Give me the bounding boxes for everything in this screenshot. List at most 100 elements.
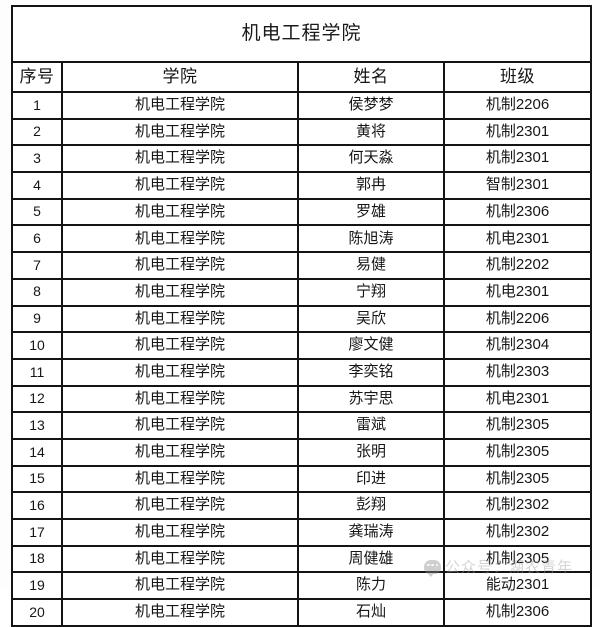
cell-college: 机电工程学院 (61, 171, 299, 200)
cell-name: 陈力 (297, 571, 445, 601)
cell-college: 机电工程学院 (61, 144, 299, 174)
cell-name: 周健雄 (297, 544, 445, 574)
cell-class: 智制2301 (442, 171, 593, 200)
cell-class: 机制2301 (442, 144, 593, 174)
cell-name: 侯梦梦 (297, 91, 445, 120)
table-title-row: 机电工程学院 (10, 5, 593, 63)
cell-index: 10 (11, 331, 63, 360)
cell-index: 9 (11, 304, 63, 334)
table-row: 14 机电工程学院 张明 机制2305 (11, 437, 593, 467)
cell-index: 14 (11, 437, 63, 467)
cell-class: 机制2301 (442, 117, 593, 147)
table-row: 19 机电工程学院 陈力 能动2301 (11, 571, 593, 601)
document-page: 机电工程学院 序号 学院 姓名 班级 1 机电工程学院 侯梦梦 机制2206 2… (10, 5, 593, 627)
cell-class: 机电2301 (442, 384, 593, 414)
cell-college: 机电工程学院 (61, 598, 299, 627)
cell-class: 机制2305 (442, 437, 593, 467)
cell-name: 张明 (297, 437, 445, 467)
cell-college: 机电工程学院 (61, 464, 299, 494)
cell-college: 机电工程学院 (61, 117, 299, 147)
table-row: 11 机电工程学院 李奕铭 机制2303 (11, 357, 593, 387)
cell-index: 11 (11, 357, 63, 387)
cell-class: 机制2305 (442, 544, 593, 574)
cell-college: 机电工程学院 (61, 331, 299, 360)
table-row: 12 机电工程学院 苏宇思 机电2301 (11, 384, 593, 414)
cell-college: 机电工程学院 (61, 277, 299, 307)
table-row: 3 机电工程学院 何天淼 机制2301 (11, 144, 593, 174)
cell-college: 机电工程学院 (61, 224, 299, 254)
cell-class: 机制2306 (442, 598, 593, 627)
roster-table: 机电工程学院 序号 学院 姓名 班级 1 机电工程学院 侯梦梦 机制2206 2… (10, 5, 593, 627)
column-header-index: 序号 (11, 61, 63, 93)
cell-college: 机电工程学院 (61, 304, 299, 334)
column-header-class: 班级 (442, 61, 593, 93)
table-row: 5 机电工程学院 罗雄 机制2306 (11, 197, 593, 227)
cell-name: 郭冉 (297, 171, 445, 200)
cell-college: 机电工程学院 (61, 197, 299, 227)
page-title: 机电工程学院 (10, 5, 593, 63)
cell-class: 能动2301 (442, 571, 593, 601)
table-row: 18 机电工程学院 周健雄 机制2305 (11, 544, 593, 574)
cell-college: 机电工程学院 (61, 571, 299, 601)
cell-name: 李奕铭 (297, 357, 445, 387)
cell-name: 宁翔 (297, 277, 445, 307)
cell-class: 机制2302 (442, 491, 593, 520)
cell-college: 机电工程学院 (61, 384, 299, 414)
cell-college: 机电工程学院 (61, 491, 299, 520)
cell-index: 3 (11, 144, 63, 174)
cell-college: 机电工程学院 (61, 437, 299, 467)
cell-class: 机制2306 (442, 197, 593, 227)
cell-index: 5 (11, 197, 63, 227)
table-row: 17 机电工程学院 龚瑞涛 机制2302 (11, 518, 593, 547)
cell-name: 廖文健 (297, 331, 445, 360)
cell-name: 龚瑞涛 (297, 518, 445, 547)
cell-index: 15 (11, 464, 63, 494)
cell-class: 机制2302 (442, 518, 593, 547)
cell-college: 机电工程学院 (61, 357, 299, 387)
cell-index: 19 (11, 571, 63, 601)
cell-index: 6 (11, 224, 63, 254)
table-row: 8 机电工程学院 宁翔 机电2301 (11, 277, 593, 307)
cell-name: 吴欣 (297, 304, 445, 334)
cell-index: 1 (11, 91, 63, 120)
cell-college: 机电工程学院 (61, 91, 299, 120)
table-row: 16 机电工程学院 彭翔 机制2302 (11, 491, 593, 520)
cell-index: 16 (11, 491, 63, 520)
cell-name: 黄将 (297, 117, 445, 147)
cell-college: 机电工程学院 (61, 251, 299, 280)
cell-class: 机电2301 (442, 224, 593, 254)
cell-college: 机电工程学院 (61, 518, 299, 547)
table-header-row: 序号 学院 姓名 班级 (11, 61, 593, 93)
cell-class: 机制2303 (442, 357, 593, 387)
cell-college: 机电工程学院 (61, 411, 299, 440)
cell-class: 机制2305 (442, 464, 593, 494)
table-row: 1 机电工程学院 侯梦梦 机制2206 (11, 91, 593, 120)
cell-name: 苏宇思 (297, 384, 445, 414)
cell-index: 8 (11, 277, 63, 307)
cell-index: 7 (11, 251, 63, 280)
table-row: 2 机电工程学院 黄将 机制2301 (11, 117, 593, 147)
cell-index: 20 (11, 598, 63, 627)
cell-class: 机制2304 (442, 331, 593, 360)
cell-class: 机电2301 (442, 277, 593, 307)
cell-index: 12 (11, 384, 63, 414)
cell-index: 2 (11, 117, 63, 147)
cell-name: 何天淼 (297, 144, 445, 174)
cell-name: 雷斌 (297, 411, 445, 440)
cell-name: 印进 (297, 464, 445, 494)
table-row: 13 机电工程学院 雷斌 机制2305 (11, 411, 593, 440)
table-row: 9 机电工程学院 吴欣 机制2206 (11, 304, 593, 334)
cell-index: 18 (11, 544, 63, 574)
cell-index: 13 (11, 411, 63, 440)
cell-name: 罗雄 (297, 197, 445, 227)
table-row: 4 机电工程学院 郭冉 智制2301 (11, 171, 593, 200)
column-header-name: 姓名 (297, 61, 445, 93)
cell-class: 机制2206 (442, 91, 593, 120)
table-row: 15 机电工程学院 印进 机制2305 (11, 464, 593, 494)
table-row: 6 机电工程学院 陈旭涛 机电2301 (11, 224, 593, 254)
table-row: 7 机电工程学院 易健 机制2202 (11, 251, 593, 280)
cell-college: 机电工程学院 (61, 544, 299, 574)
cell-index: 4 (11, 171, 63, 200)
cell-index: 17 (11, 518, 63, 547)
column-header-college: 学院 (61, 61, 299, 93)
